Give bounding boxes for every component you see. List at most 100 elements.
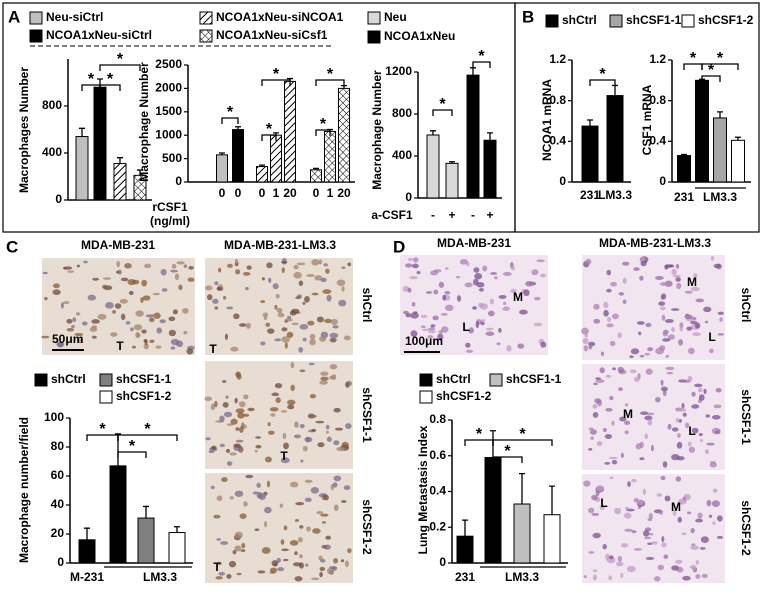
cell (684, 290, 693, 294)
cell (245, 474, 254, 479)
cell (490, 272, 498, 275)
bar (109, 465, 127, 564)
bar (543, 514, 561, 564)
cell (258, 493, 266, 501)
y-tick-label: 0 (659, 174, 666, 188)
legend-swatch (419, 373, 433, 387)
cell (176, 261, 185, 265)
y-axis-label: Macrophages Number (17, 67, 31, 193)
cell (329, 337, 337, 343)
cell (230, 346, 239, 352)
legend-label: shCSF1-1 (116, 372, 172, 386)
panel-label: A (8, 7, 20, 26)
error-bar (143, 505, 149, 519)
cell (217, 561, 222, 566)
cell (324, 318, 332, 324)
cell (178, 284, 183, 291)
scale-bar-label: 100μm (405, 334, 443, 348)
cell (671, 565, 679, 571)
y-axis-label: Macrophage Number (137, 62, 151, 182)
y-tick-label: 80 (51, 439, 65, 453)
cell (299, 525, 304, 529)
cell (690, 528, 695, 534)
x-tick-label: 0 (259, 186, 266, 200)
cell (267, 422, 271, 427)
cell (156, 327, 163, 334)
error-bar (174, 526, 180, 533)
cell (226, 574, 232, 579)
cell (420, 325, 426, 329)
cell (678, 498, 687, 505)
image-label: T (280, 449, 288, 463)
cell (332, 325, 339, 329)
cell (234, 397, 238, 404)
cell (91, 319, 100, 324)
cell (437, 333, 444, 341)
cell (304, 479, 313, 483)
significance-mark: * (144, 421, 151, 438)
cell (642, 530, 650, 537)
cell (114, 303, 122, 309)
cell (478, 302, 484, 308)
cell (282, 432, 287, 440)
y-tick-label: 800 (42, 98, 62, 112)
cell (708, 514, 713, 518)
cell (168, 329, 177, 337)
cell (281, 327, 288, 332)
cell (210, 403, 216, 411)
y-tick-label: 0 (55, 192, 62, 206)
significance-mark: * (266, 121, 273, 138)
cell (308, 362, 315, 366)
cell (225, 448, 231, 453)
cell (284, 342, 288, 349)
cell (635, 443, 642, 450)
cell (83, 260, 88, 264)
cell (294, 311, 301, 314)
cell (205, 285, 213, 291)
cell (704, 320, 709, 324)
cell (143, 343, 149, 350)
cell (717, 515, 723, 522)
cell (624, 430, 629, 435)
row-label: shCSF1-2 (360, 499, 374, 555)
significance-mark: * (599, 66, 606, 83)
cell (693, 273, 698, 278)
cell (238, 401, 246, 408)
cell (683, 493, 691, 501)
cell (661, 293, 667, 300)
cell (142, 295, 151, 301)
cell (581, 327, 589, 335)
error-bar (470, 67, 476, 76)
cell (149, 339, 155, 343)
cell (609, 395, 614, 401)
cell (283, 442, 290, 450)
cell (676, 441, 683, 449)
cell (238, 323, 247, 327)
cell (333, 475, 342, 482)
cell (210, 485, 215, 490)
cell (261, 547, 271, 554)
cell (629, 369, 637, 374)
image-label: T (213, 560, 221, 574)
legend-label: NCOA1xNeu-siCsf1 (216, 28, 328, 42)
cell (714, 430, 721, 435)
cell (698, 387, 703, 393)
cell (290, 384, 295, 392)
cell (685, 313, 690, 317)
cell (226, 306, 234, 310)
bar (466, 74, 480, 199)
cell (671, 427, 679, 432)
cell (120, 277, 129, 282)
cell (294, 519, 300, 522)
legend-label: shCtrl (562, 13, 597, 27)
image-label: L (708, 330, 715, 344)
cell (407, 287, 412, 293)
cell (265, 322, 271, 327)
cell (235, 408, 245, 414)
cell (226, 423, 234, 426)
cell (413, 257, 419, 263)
legend-label: shCSF1-1 (506, 372, 562, 386)
cell (498, 327, 502, 333)
cell (651, 541, 658, 545)
x-tick-label: - (431, 208, 435, 222)
